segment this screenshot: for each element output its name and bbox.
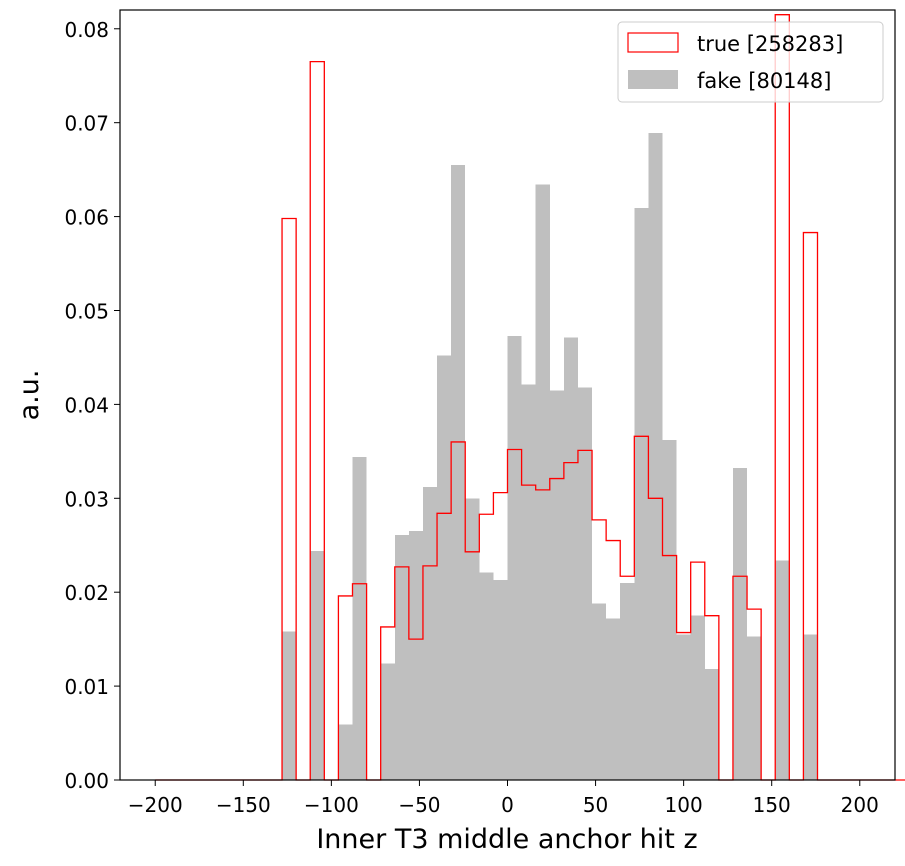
fake-bar [310, 550, 325, 780]
legend-label-true: true [258283] [697, 32, 843, 56]
y-tick-label: 0.06 [64, 206, 109, 230]
fake-bar [704, 669, 719, 780]
fake-bar [479, 572, 494, 780]
fake-bar [451, 164, 466, 780]
fake-bar [535, 184, 550, 780]
fake-bar [422, 487, 438, 780]
fake-bar [648, 133, 663, 780]
y-tick-label: 0.00 [64, 769, 109, 793]
y-axis: 0.00 0.01 0.02 0.03 0.04 0.05 0.06 0.07 0.08 [64, 18, 120, 793]
fake-bar [338, 724, 353, 780]
y-tick-label: 0.01 [64, 675, 109, 699]
fake-bar [563, 337, 578, 780]
y-tick-label: 0.05 [64, 299, 109, 323]
legend-swatch-true [627, 32, 679, 53]
fake-bar [634, 208, 649, 780]
fake-bar [775, 560, 790, 780]
x-tick-label: 200 [841, 793, 879, 817]
x-tick-label: −50 [398, 793, 440, 817]
plot-area [155, 14, 905, 781]
y-tick-label: 0.04 [64, 393, 109, 417]
fake-bar [282, 631, 297, 780]
y-tick-label: 0.07 [64, 112, 109, 136]
fake-bar [437, 355, 452, 780]
fake-bar [803, 634, 818, 780]
fake-bar [676, 634, 691, 780]
fake-bar [408, 531, 423, 780]
fake-bar [465, 498, 480, 780]
legend: true [258283] fake [80148] [617, 21, 884, 103]
fake-bar [690, 615, 705, 780]
fake-bar [549, 390, 564, 780]
true-step-line [155, 14, 905, 781]
y-axis-title: a.u. [14, 370, 45, 421]
fake-bar [394, 534, 409, 780]
x-tick-label: −100 [304, 793, 359, 817]
x-tick-label: 0 [501, 793, 514, 817]
y-tick-label: 0.08 [64, 18, 109, 42]
x-tick-label: 100 [665, 793, 703, 817]
legend-box [617, 21, 884, 103]
x-axis-title: Inner T3 middle anchor hit z [316, 824, 697, 855]
fake-bar [507, 335, 522, 780]
y-tick-label: 0.03 [64, 487, 109, 511]
x-axis: −200 −150 −100 −50 0 50 100 150 200 [128, 780, 879, 817]
x-tick-label: 50 [583, 793, 608, 817]
fake-bar [352, 456, 367, 780]
fake-bar [606, 618, 621, 780]
x-tick-label: 150 [753, 793, 791, 817]
fake-bar [380, 663, 395, 780]
fake-bar [521, 384, 536, 780]
fake-bar [592, 603, 607, 780]
x-tick-label: −200 [128, 793, 183, 817]
fake-bar [662, 440, 677, 780]
fake-bar [493, 579, 508, 780]
y-tick-label: 0.02 [64, 581, 109, 605]
x-tick-label: −150 [216, 793, 271, 817]
fake-bar [577, 387, 593, 780]
fake-bar [747, 636, 762, 780]
fake-bar [620, 582, 635, 780]
fake-bar [732, 468, 748, 780]
legend-swatch-fake [628, 70, 678, 89]
legend-label-fake: fake [80148] [697, 69, 831, 93]
